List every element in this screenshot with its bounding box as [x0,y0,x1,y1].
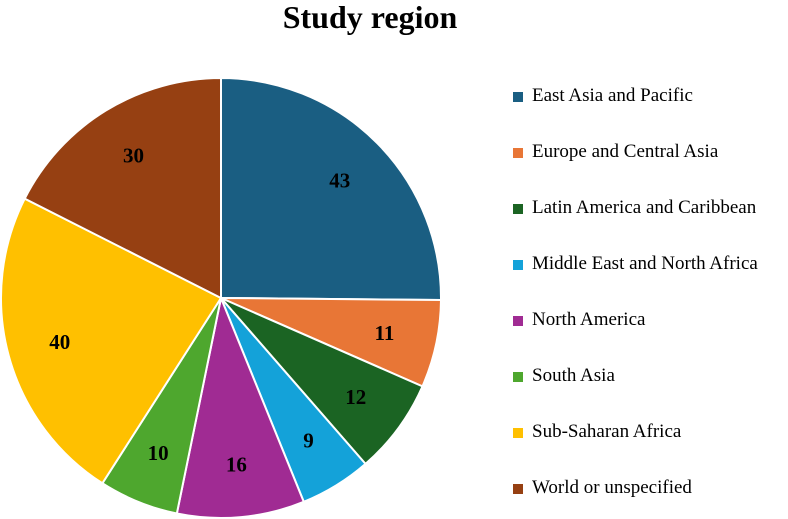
legend-swatch [513,148,523,158]
legend-label: Middle East and North Africa [532,253,758,274]
slice-value-label: 40 [49,330,70,354]
slice-value-label: 10 [148,441,169,465]
pie-slice-7 [0,197,223,485]
chart-title: Study region [282,0,458,35]
pie-slice-1 [220,76,442,302]
legend-swatch [513,316,523,326]
pie-slice-5 [175,294,306,519]
slice-value-label: 9 [303,428,314,452]
legend-label: East Asia and Pacific [532,85,693,106]
legend-swatch [513,92,523,102]
slice-value-label: 11 [375,321,395,345]
legend-swatch [513,484,523,494]
slice-value-label: 12 [345,385,366,409]
slice-value-label: 43 [329,168,350,192]
pie-slice-8 [23,76,222,300]
legend-label: Sub-Saharan Africa [532,421,682,442]
legend-swatch [513,372,523,382]
legend-label: North America [532,309,646,330]
slice-value-label: 30 [123,144,144,168]
legend-label: Latin America and Caribbean [532,197,757,218]
pie-chart: 43 11 12 9 16 10 40 30 [0,76,443,519]
slice-value-label: 16 [226,452,247,476]
legend-label: World or unspecified [532,477,692,498]
legend-swatch [513,204,523,214]
legend-label: Europe and Central Asia [532,141,719,162]
legend-label: South Asia [532,365,615,386]
legend-swatch [513,428,523,438]
legend-swatch [513,260,523,270]
